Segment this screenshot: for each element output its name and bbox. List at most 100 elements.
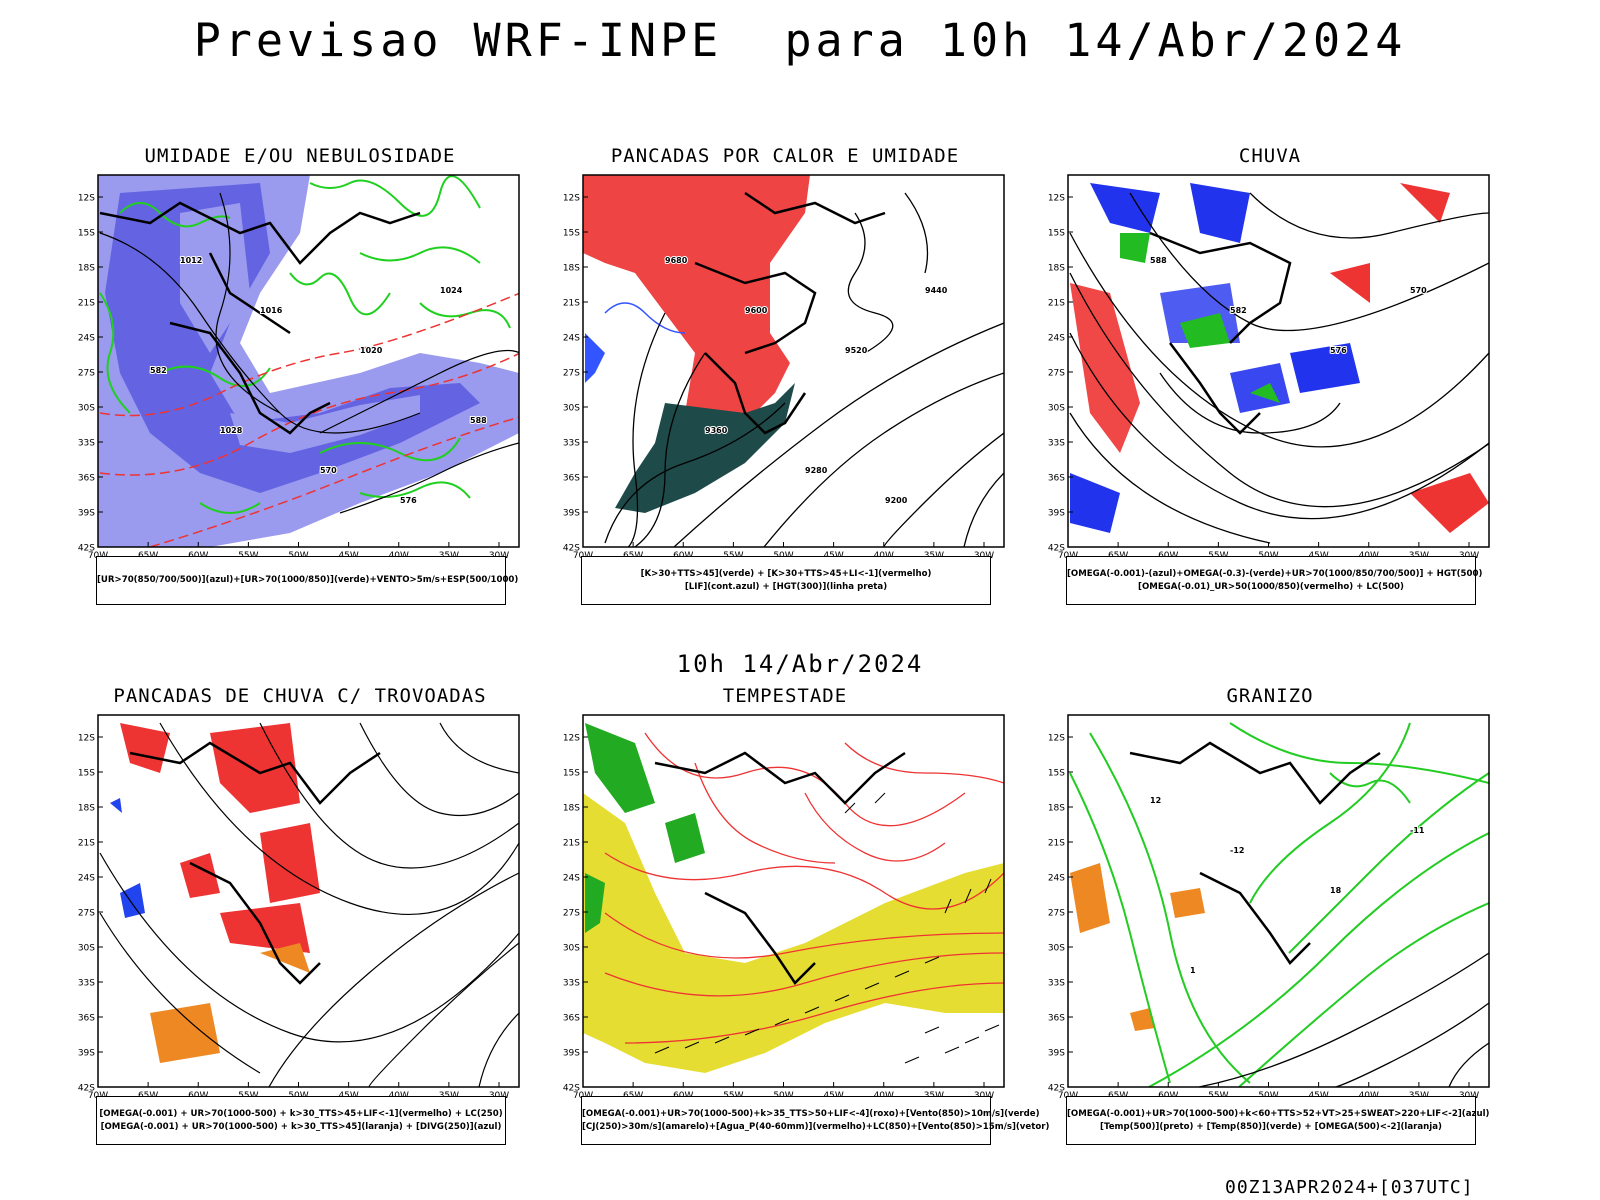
contour-label: 588	[1150, 256, 1167, 265]
legend-umidade: [UR>70(850/700/500)](azul)+[UR>70(1000/8…	[96, 556, 519, 605]
y-tick-label: 21S	[78, 839, 95, 849]
y-tick-label: 30S	[1048, 404, 1065, 414]
contour-label: -12	[1230, 846, 1244, 855]
y-tick-label: 18S	[563, 264, 580, 274]
y-tick-label: 15S	[78, 229, 95, 239]
contour-label: 576	[400, 496, 417, 505]
y-tick-label: 21S	[563, 839, 580, 849]
y-tick-label: 24S	[1048, 334, 1065, 344]
panel-title: PANCADAS POR CALOR E UMIDADE	[610, 145, 960, 167]
y-tick-label: 12S	[78, 194, 95, 204]
y-tick-label: 39S	[1048, 1049, 1065, 1059]
contour-label: 9280	[805, 466, 828, 475]
legend-line: [OMEGA(-0.001)-(azul)+OMEGA(-0.3)-(verde…	[1067, 568, 1483, 579]
panel-title: GRANIZO	[1226, 685, 1314, 707]
contour-label: 1024	[440, 286, 463, 295]
contour-label: 1028	[220, 426, 243, 435]
y-tick-label: 39S	[78, 1049, 95, 1059]
panel-title: CHUVA	[1238, 145, 1302, 167]
contour-label: 582	[1230, 306, 1247, 315]
legend-pancadas-calor: [K>30+TTS>45](verde) + [K>30+TTS>45+LI<-…	[581, 556, 991, 605]
y-tick-label: 21S	[1048, 839, 1065, 849]
contour-label: 18	[1330, 886, 1342, 895]
run-footer: 00Z13APR2024+[037UTC]	[1225, 1177, 1474, 1198]
y-tick-label: 21S	[563, 299, 580, 309]
legend-pancadas-trovoadas: [OMEGA(-0.001) + UR>70(1000-500) + k>30_…	[96, 1096, 506, 1145]
y-tick-label: 18S	[563, 804, 580, 814]
map-umidade: 12S15S18S21S24S27S30S33S36S39S42S70W65W6…	[78, 174, 520, 561]
y-tick-label: 18S	[78, 804, 95, 814]
y-tick-label: 27S	[563, 909, 580, 919]
y-tick-label: 42S	[78, 1084, 95, 1094]
legend-line: [K>30+TTS>45](verde) + [K>30+TTS>45+LI<-…	[640, 568, 932, 579]
mid-date-label: 10h 14/Abr/2024	[676, 650, 924, 678]
main-title: Previsao WRF-INPE para 10h 14/Abr/2024	[193, 14, 1407, 67]
y-tick-label: 36S	[1048, 474, 1065, 484]
y-tick-label: 33S	[563, 979, 580, 989]
legend-line: [OMEGA(-0.001)+UR>70(1000-500)+k>35_TTS>…	[582, 1108, 1040, 1119]
y-tick-label: 18S	[1048, 264, 1065, 274]
y-tick-label: 24S	[1048, 874, 1065, 884]
contour-label: 9200	[885, 496, 908, 505]
legend-tempestade: [OMEGA(-0.001)+UR>70(1000-500)+k>35_TTS>…	[581, 1096, 1050, 1145]
y-tick-label: 15S	[1048, 769, 1065, 779]
y-tick-label: 24S	[78, 334, 95, 344]
y-tick-label: 30S	[1048, 944, 1065, 954]
contour-label: 570	[1410, 286, 1427, 295]
map-chuva: 12S15S18S21S24S27S30S33S36S39S42S70W65W6…	[1048, 174, 1490, 561]
contour-label: 1012	[180, 256, 202, 265]
y-tick-label: 33S	[1048, 439, 1065, 449]
y-tick-label: 12S	[563, 734, 580, 744]
y-tick-label: 12S	[563, 194, 580, 204]
y-tick-label: 24S	[563, 334, 580, 344]
contour-label: 12	[1150, 796, 1161, 805]
y-tick-label: 27S	[78, 369, 95, 379]
y-tick-label: 36S	[563, 1014, 580, 1024]
y-tick-label: 42S	[1048, 544, 1065, 554]
y-tick-label: 33S	[563, 439, 580, 449]
contour-label: 570	[320, 466, 337, 475]
legend-line: [OMEGA(-0.001) + UR>70(1000-500) + k>30_…	[100, 1121, 502, 1132]
y-tick-label: 36S	[563, 474, 580, 484]
panel-tempestade: TEMPESTADE 12S 15S 18S 21	[545, 685, 1050, 1155]
legend-line: [UR>70(850/700/500)](azul)+[UR>70(1000/8…	[97, 575, 519, 585]
legend-chuva: [OMEGA(-0.001)-(azul)+OMEGA(-0.3)-(verde…	[1066, 556, 1483, 605]
legend-line: [CJ(250)>30m/s](amarelo)+[Agua_P(40-60mm…	[582, 1121, 1050, 1132]
y-tick-label: 30S	[78, 404, 95, 414]
y-tick-label: 30S	[563, 404, 580, 414]
y-tick-label: 36S	[78, 474, 95, 484]
panel-umidade: UMIDADE E/OU NEBULOSIDADE	[60, 145, 540, 615]
legend-line: [OMEGA(-0.001) + UR>70(1000-500) + k>30_…	[99, 1108, 503, 1119]
contour-label: 1	[1190, 966, 1196, 975]
panel-title: PANCADAS DE CHUVA C/ TROVOADAS	[113, 685, 487, 707]
contour-label: 9680	[665, 256, 688, 265]
panel-pancadas-trovoadas: PANCADAS DE CHUVA C/ TROVOADAS	[60, 685, 540, 1155]
y-tick-label: 24S	[78, 874, 95, 884]
y-tick-label: 39S	[563, 509, 580, 519]
y-tick-label: 30S	[563, 944, 580, 954]
y-tick-label: 27S	[78, 909, 95, 919]
map-pancadas-trovoadas: 12S15S18S21S24S27S30S33S36S39S42S70W65W6…	[78, 714, 520, 1101]
y-tick-label: 15S	[78, 769, 95, 779]
legend-line: [Temp(500)](preto) + [Temp(850)](verde) …	[1100, 1121, 1442, 1132]
y-tick-label: 12S	[1048, 734, 1065, 744]
y-tick-label: 39S	[78, 509, 95, 519]
y-tick-label: 24S	[563, 874, 580, 884]
map-pancadas-calor: 12S15S18S21S24S27S30S33S36S39S42S70W65W6…	[563, 174, 1005, 561]
contour-label: 588	[470, 416, 487, 425]
y-tick-label: 33S	[78, 439, 95, 449]
map-tempestade: 12S15S18S21S24S27S30S33S36S39S42S70W65W6…	[563, 714, 1005, 1101]
legend-granizo: [OMEGA(-0.001)+UR>70(1000-500)+k<60+TTS>…	[1066, 1096, 1489, 1145]
contour-label: 9600	[745, 306, 768, 315]
contour-label: 9520	[845, 346, 868, 355]
y-tick-label: 18S	[1048, 804, 1065, 814]
contour-label: 582	[150, 366, 167, 375]
y-tick-label: 15S	[563, 229, 580, 239]
y-tick-label: 42S	[78, 544, 95, 554]
panel-title: TEMPESTADE	[722, 685, 848, 707]
y-tick-label: 39S	[563, 1049, 580, 1059]
y-tick-label: 21S	[78, 299, 95, 309]
y-tick-label: 39S	[1048, 509, 1065, 519]
y-tick-label: 27S	[1048, 909, 1065, 919]
y-tick-label: 18S	[78, 264, 95, 274]
